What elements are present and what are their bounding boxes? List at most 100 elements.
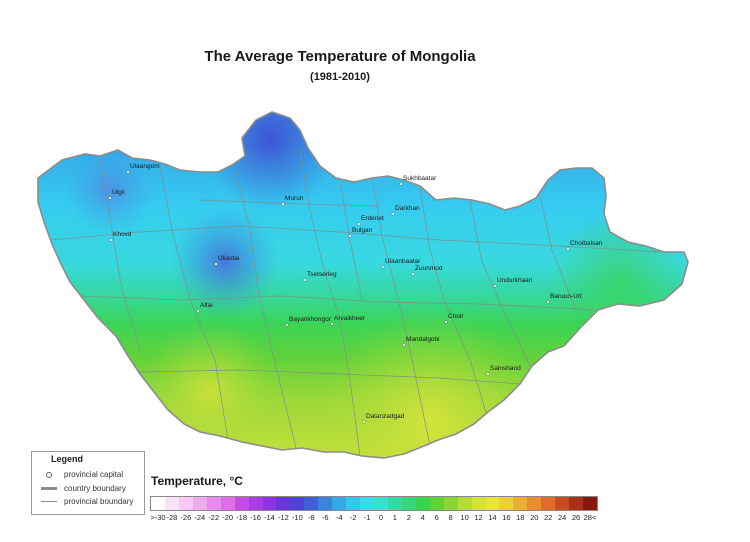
scale-swatch	[164, 497, 179, 510]
city-label: Mandalgobi	[406, 336, 440, 343]
provincial-capital: Altai	[196, 302, 213, 313]
provincial-capital: Dalanzadgad	[362, 413, 405, 424]
legend-item-capital: provincial capital	[38, 470, 142, 480]
provincial-capital: Bayankhongor	[285, 316, 332, 327]
city-label: Uliastai	[218, 255, 239, 262]
scale-tick-label: 28<	[583, 513, 597, 522]
scale-tick-label: -8	[307, 513, 315, 522]
circle-icon	[214, 262, 218, 266]
scale-tick-label: -2	[349, 513, 357, 522]
legend-title: Legend	[51, 454, 84, 464]
scale-swatch	[374, 497, 388, 510]
city-label: Ulaanbaatar	[385, 258, 421, 265]
city-label: Tsetserleg	[307, 271, 337, 278]
circle-icon	[546, 300, 550, 304]
scale-swatch	[443, 497, 458, 510]
scale-swatch	[429, 497, 444, 510]
provincial-capital: Choibalsan	[566, 240, 603, 251]
city-label: Choibalsan	[570, 240, 603, 247]
scale-swatch	[471, 497, 486, 510]
scale-tick-label: 24	[557, 513, 567, 522]
scale-tick-label: 22	[544, 513, 553, 522]
scale-tick-label: -20	[222, 513, 234, 522]
scale-tick-label: -22	[208, 513, 220, 522]
city-label: Dalanzadgad	[366, 413, 405, 420]
legend-item-label: provincial boundary	[64, 497, 134, 506]
scale-swatch	[151, 497, 165, 510]
provincial-capital: Arvaikheer	[330, 315, 366, 326]
scale-swatch	[583, 497, 597, 510]
scale-tick-label: 10	[460, 513, 469, 522]
scale-swatch	[499, 497, 514, 510]
scale-swatch	[387, 497, 402, 510]
legend-item-provincial-boundary: provincial boundary	[38, 497, 142, 507]
provincial-capitals: Ulaangom Ulgii Khovd Murun Sukhbaatar Darkhan…	[108, 163, 603, 424]
thick-line-icon	[41, 487, 57, 490]
temperature-raster	[38, 112, 688, 458]
scale-swatch	[192, 497, 207, 510]
circle-icon	[402, 343, 406, 347]
scale-tick-label: 20	[530, 513, 539, 522]
circle-icon	[46, 472, 52, 478]
circle-icon	[444, 320, 448, 324]
circle-icon	[566, 247, 570, 251]
scale-tick-label: -6	[321, 513, 329, 522]
city-label: Ulgii	[112, 189, 125, 196]
scale-swatch	[360, 497, 374, 510]
circle-icon	[486, 372, 490, 376]
scale-tick-label: -12	[277, 513, 289, 522]
scale-swatch	[206, 497, 221, 510]
legend-item-label: provincial capital	[64, 470, 124, 479]
provincial-capital: Uliastai	[214, 255, 239, 266]
provincial-capital: Bulgan	[348, 227, 373, 238]
provincial-boundaries	[49, 149, 661, 457]
circle-icon	[362, 420, 366, 424]
scale-tick-label: 18	[516, 513, 525, 522]
scale-tick-label: -1	[363, 513, 371, 522]
scale-swatch	[234, 497, 249, 510]
page-title: The Average Temperature of Mongolia	[204, 48, 476, 65]
page-subtitle: (1981-2010)	[310, 71, 370, 83]
scale-swatch	[485, 497, 500, 510]
scale-tick-label: -26	[180, 513, 192, 522]
scale-swatch	[290, 497, 305, 510]
provincial-capital: Tsetserleg	[303, 271, 337, 282]
legend: Legend provincial capital country bounda…	[31, 451, 145, 515]
scale-tick-label: -18	[236, 513, 248, 522]
circle-icon	[303, 278, 307, 282]
city-label: Bayankhongor	[289, 316, 332, 323]
provincial-capital: Sainshand	[486, 365, 521, 376]
city-label: Choir	[448, 313, 464, 320]
legend-item-country-boundary: country boundary	[38, 484, 142, 494]
circle-icon	[391, 212, 395, 216]
city-label: Bulgan	[352, 227, 373, 234]
city-label: Sainshand	[490, 365, 521, 372]
circle-icon	[285, 323, 289, 327]
scale-tick-label: -10	[291, 513, 303, 522]
scale-swatch	[332, 497, 347, 510]
color-scale	[150, 496, 598, 511]
thin-line-icon	[41, 501, 57, 502]
scale-swatch	[401, 497, 416, 510]
circle-icon	[399, 182, 403, 186]
scale-swatch	[541, 497, 556, 510]
circle-icon	[109, 238, 113, 242]
scale-tick-label: 16	[502, 513, 511, 522]
scale-tick-label: -16	[250, 513, 261, 522]
provincial-capital: Choir	[444, 313, 464, 324]
scale-tick-label: 1	[392, 513, 397, 522]
city-label: Undurkhaan	[497, 277, 533, 284]
legend-item-label: country boundary	[64, 484, 126, 493]
scale-swatch	[318, 497, 333, 510]
provincial-capital: Mandalgobi	[402, 336, 440, 347]
provincial-capital: Zuunmod	[411, 265, 443, 276]
scale-tick-label: -14	[264, 513, 275, 522]
city-label: Murun	[285, 195, 304, 202]
color-scale-labels: >-30 -28 -26 -24 -22 -20 -18 -16 -14 -12 -10 -8 -6 -4…	[150, 513, 598, 525]
provincial-capital: Undurkhaan	[493, 277, 533, 288]
scale-swatch	[415, 497, 430, 510]
scale-tick-label: 4	[420, 513, 425, 522]
scale-title: Temperature, °C	[151, 474, 243, 488]
